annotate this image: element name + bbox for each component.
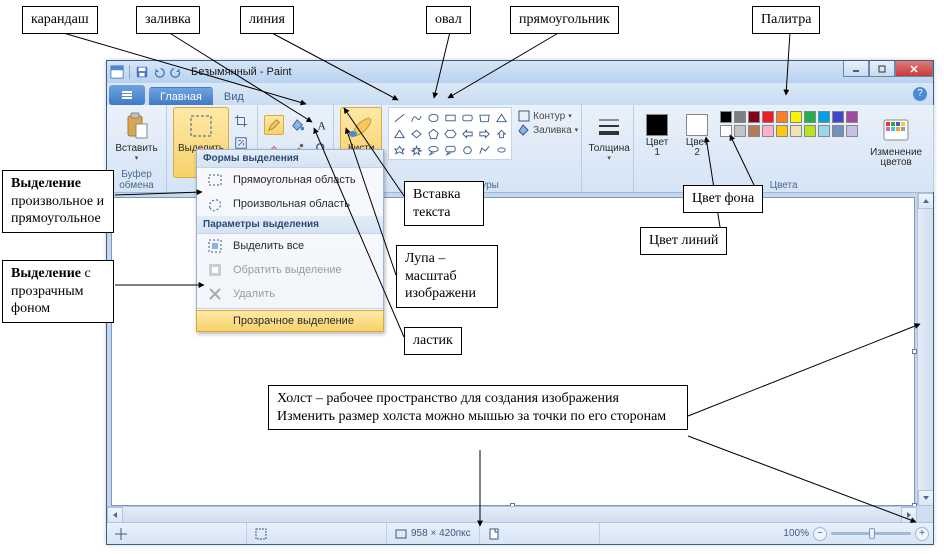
maximize-button[interactable]: [869, 61, 895, 77]
palette-swatch[interactable]: [846, 125, 858, 137]
outline-button[interactable]: Контур▾: [518, 109, 578, 123]
palette-swatch[interactable]: [776, 111, 788, 123]
callout-selection: Выделение произвольное и прямоугольное: [2, 170, 114, 233]
callout-fill: заливка: [136, 6, 200, 34]
fill-icon[interactable]: [288, 115, 308, 135]
palette-swatch[interactable]: [790, 111, 802, 123]
dd-section-shapes: Формы выделения: [197, 150, 383, 168]
callout-sel-transparent: Выделение с прозрачным фоном: [2, 260, 114, 323]
edit-colors-button[interactable]: Изменение цветов: [865, 111, 927, 171]
palette-swatch[interactable]: [734, 125, 746, 137]
ribbon-tabs: Главная Вид ?: [107, 83, 933, 105]
palette-swatch[interactable]: [776, 125, 788, 137]
palette-swatch[interactable]: [748, 111, 760, 123]
palette-swatch[interactable]: [734, 111, 746, 123]
help-icon[interactable]: ?: [913, 87, 927, 101]
dd-invert-selection: Обратить выделение: [197, 258, 383, 282]
window-title: Безымянный - Paint: [191, 66, 292, 78]
callout-line-color: Цвет линий: [640, 227, 727, 255]
group-clipboard: Вставить ▾ Буфер обмена: [107, 105, 167, 192]
callout-oval: овал: [426, 6, 471, 34]
palette-swatch[interactable]: [720, 111, 732, 123]
palette-swatch[interactable]: [804, 111, 816, 123]
dd-section-options: Параметры выделения: [197, 216, 383, 234]
zoom-in-icon[interactable]: +: [915, 527, 929, 541]
text-icon[interactable]: A: [312, 115, 332, 135]
status-canvas-size: 958 × 420пкс: [387, 523, 480, 544]
crop-icon[interactable]: [231, 111, 251, 131]
pencil-icon[interactable]: [264, 115, 284, 135]
dd-delete-selection: Удалить: [197, 282, 383, 306]
tab-main[interactable]: Главная: [149, 87, 213, 105]
color2-button[interactable]: Цвет 2: [680, 111, 714, 161]
zoom-control[interactable]: 100% − +: [783, 527, 929, 541]
callout-bg-color: Цвет фона: [683, 185, 763, 213]
dd-rect-selection[interactable]: Прямоугольная область: [197, 168, 383, 192]
callout-magnifier: Лупа – масштаб изображени: [396, 245, 498, 308]
palette-swatch[interactable]: [818, 125, 830, 137]
file-menu-button[interactable]: [109, 85, 145, 105]
callout-pencil: карандаш: [22, 6, 98, 34]
palette-swatch[interactable]: [762, 125, 774, 137]
titlebar: Безымянный - Paint: [107, 61, 933, 83]
status-cursor-pos: [107, 523, 247, 544]
svg-text:A: A: [318, 120, 327, 132]
dd-transparent-selection[interactable]: Прозрачное выделение: [196, 310, 384, 332]
callout-insert-text: Вставка текста: [404, 181, 484, 226]
group-colors: Цвет 1 Цвет 2 Изменение цветов Цвета: [634, 105, 934, 192]
callout-rect: прямоугольник: [510, 6, 619, 34]
zoom-out-icon[interactable]: −: [813, 527, 827, 541]
palette-swatch[interactable]: [818, 111, 830, 123]
palette-swatch[interactable]: [832, 125, 844, 137]
status-selection-size: [247, 523, 387, 544]
group-thickness: Толщина ▾: [582, 105, 634, 192]
save-icon[interactable]: [135, 65, 149, 79]
palette-swatch[interactable]: [846, 111, 858, 123]
paint-window: Безымянный - Paint Главная Вид ? Вставит…: [106, 60, 934, 545]
palette-swatch[interactable]: [804, 125, 816, 137]
paste-button[interactable]: Вставить ▾: [113, 107, 160, 165]
close-button[interactable]: [895, 61, 933, 77]
shapes-gallery[interactable]: [388, 107, 512, 160]
callout-line: линия: [240, 6, 294, 34]
app-icon: [110, 65, 124, 79]
group-shapes: Контур▾ Заливка▾ Фигуры: [382, 105, 582, 192]
palette-swatch[interactable]: [790, 125, 802, 137]
vertical-scrollbar[interactable]: [917, 193, 933, 506]
color-palette[interactable]: [720, 111, 859, 138]
callout-palette: Палитра: [752, 6, 820, 34]
thickness-button[interactable]: Толщина ▾: [588, 107, 630, 165]
dd-select-all[interactable]: Выделить все: [197, 234, 383, 258]
dd-free-selection[interactable]: Произвольная область: [197, 192, 383, 216]
palette-swatch[interactable]: [762, 111, 774, 123]
callout-eraser: ластик: [404, 327, 462, 355]
palette-swatch[interactable]: [748, 125, 760, 137]
undo-icon[interactable]: [152, 65, 166, 79]
palette-swatch[interactable]: [720, 125, 732, 137]
redo-icon[interactable]: [169, 65, 183, 79]
palette-swatch[interactable]: [832, 111, 844, 123]
tab-view[interactable]: Вид: [213, 87, 255, 105]
minimize-button[interactable]: [843, 61, 869, 77]
select-dropdown: Формы выделения Прямоугольная область Пр…: [196, 149, 384, 332]
callout-canvas: Холст – рабочее пространство для создани…: [268, 385, 688, 430]
status-filesize: [480, 523, 600, 544]
fill-shape-button[interactable]: Заливка▾: [518, 123, 578, 137]
status-bar: 958 × 420пкс 100% − +: [107, 522, 933, 544]
color1-button[interactable]: Цвет 1: [640, 111, 674, 161]
horizontal-scrollbar[interactable]: [107, 506, 917, 522]
